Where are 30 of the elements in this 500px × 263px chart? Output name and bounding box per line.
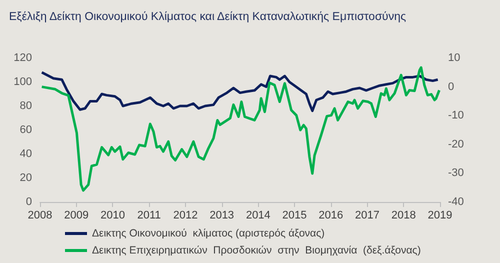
y2-tick-label: 10 xyxy=(448,52,460,64)
chart-title: Εξέλιξη Δείκτη Οικονομικού Κλίματος και Δείκτη Καταναλωτικής Εμπιστοσύνης xyxy=(9,11,406,23)
line-series xyxy=(40,71,440,112)
y-tick-label: 20 xyxy=(20,172,32,184)
legend-label: Δεικτης Οικονομικού κλίματος (αριστερός άξονας) xyxy=(92,228,325,240)
x-tick-label: 2016 xyxy=(318,210,344,222)
x-tick-label: 2018 xyxy=(391,210,416,222)
x-tick-label: 2019 xyxy=(428,210,452,222)
y-tick-label: 40 xyxy=(20,148,32,160)
y-tick-label: 60 xyxy=(20,124,32,136)
legend-label: Δεικτης Επιχειρηματικών Προσδοκιών στην Βιομηχανία (δεξ.άξονας) xyxy=(92,244,421,256)
line-series xyxy=(40,66,441,192)
x-tick-label: 2011 xyxy=(137,210,161,222)
x-tick-label: 2012 xyxy=(173,210,198,222)
x-tick-label: 2013 xyxy=(210,210,234,222)
y2-tick-label: -30 xyxy=(448,167,464,180)
x-tick-label: 2015 xyxy=(282,210,307,222)
x-tick-label: 2008 xyxy=(28,210,52,222)
x-tick-label: 2017 xyxy=(355,210,380,222)
y-tick-label: 120 xyxy=(14,52,32,64)
y-tick-label: 100 xyxy=(14,76,32,88)
y2-tick-label: 0 xyxy=(448,80,454,93)
y2-tick-label: -40 xyxy=(448,196,464,208)
y2-tick-label: -10 xyxy=(448,110,464,122)
y-tick-label: 80 xyxy=(20,100,32,112)
x-tick-label: 2009 xyxy=(64,210,89,222)
y-tick-label: 0 xyxy=(26,196,32,208)
y2-tick-label: -20 xyxy=(448,138,464,150)
x-tick-label: 2010 xyxy=(100,210,125,222)
x-tick-label: 2014 xyxy=(246,210,270,222)
